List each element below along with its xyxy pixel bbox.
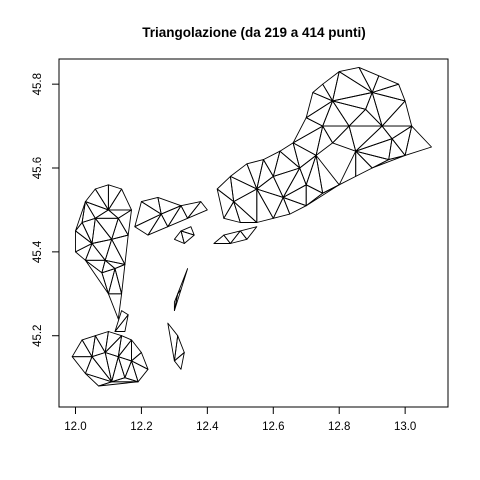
- mesh-triangle: [229, 163, 258, 190]
- mesh-triangle: [167, 205, 189, 228]
- mesh-triangle: [282, 196, 307, 215]
- mesh-triangle: [84, 243, 106, 261]
- mesh-triangle: [213, 234, 231, 244]
- mesh-triangle: [91, 238, 113, 261]
- mesh-triangle: [332, 71, 373, 102]
- mesh-triangle: [107, 293, 123, 320]
- mesh-triangle: [371, 92, 406, 127]
- mesh-triangle: [173, 293, 179, 312]
- mesh-triangle: [381, 100, 413, 127]
- mesh-triangle: [104, 352, 119, 383]
- mesh-triangle: [292, 117, 324, 144]
- mesh-triangle: [134, 201, 162, 228]
- mesh-triangle: [371, 75, 400, 93]
- mesh-triangle: [371, 83, 406, 102]
- triangulation-mesh: [71, 66, 432, 387]
- x-axis: 12.0 12.2 12.4 12.6 12.8 13.0: [64, 406, 416, 433]
- mesh-triangle: [104, 259, 126, 270]
- mesh-triangle: [322, 100, 350, 127]
- mesh-triangle: [84, 356, 113, 383]
- mesh-triangle: [111, 356, 126, 383]
- mesh-triangle: [167, 322, 179, 362]
- mesh-triangle: [111, 234, 129, 265]
- mesh-triangle: [94, 209, 119, 219]
- mesh-triangle: [312, 83, 334, 102]
- mesh-triangle: [147, 213, 169, 236]
- mesh-triangle: [160, 205, 182, 228]
- y-tick-label: 45.8: [32, 73, 44, 95]
- mesh-triangle: [239, 226, 258, 240]
- mesh-triangle: [173, 335, 185, 362]
- mesh-triangle: [305, 184, 324, 207]
- mesh-triangle: [305, 92, 334, 119]
- mesh-triangle: [338, 150, 357, 186]
- mesh-triangle: [173, 352, 185, 370]
- plot-frame: [58, 58, 449, 408]
- x-tick-label: 12.0: [64, 421, 86, 433]
- mesh-triangle: [71, 339, 93, 358]
- x-tick-label: 13.0: [394, 421, 416, 433]
- mesh-triangle: [107, 188, 132, 211]
- mesh-triangle: [131, 339, 142, 362]
- x-tick-label: 12.6: [262, 421, 284, 433]
- x-tick-label: 12.4: [196, 421, 219, 433]
- y-tick-label: 45.2: [32, 325, 44, 347]
- y-tick-label: 45.4: [32, 240, 44, 263]
- y-tick-label: 45.6: [32, 157, 44, 179]
- mesh-triangle: [305, 100, 334, 127]
- mesh-triangle: [134, 213, 162, 236]
- mesh-triangle: [332, 92, 373, 110]
- mesh-triangle: [315, 125, 334, 156]
- mesh-triangle: [256, 175, 284, 198]
- mesh-triangle: [216, 188, 235, 219]
- mesh-triangle: [292, 125, 324, 156]
- mesh-triangle: [187, 201, 208, 219]
- mesh-triangle: [358, 66, 380, 93]
- mesh-triangle: [75, 222, 93, 244]
- mesh-triangle: [124, 360, 139, 383]
- mesh-triangle: [256, 159, 274, 190]
- mesh-triangle: [272, 167, 301, 198]
- mesh-triangle: [107, 209, 132, 219]
- mesh-triangle: [282, 167, 307, 198]
- mesh-triangle: [180, 201, 202, 219]
- mesh-triangle: [355, 125, 393, 152]
- mesh-triangle: [81, 217, 96, 244]
- x-tick-label: 12.2: [130, 421, 152, 433]
- mesh-triangle: [177, 268, 189, 295]
- mesh-triangle: [114, 263, 126, 295]
- mesh-triangle: [322, 71, 340, 102]
- mesh-triangle: [233, 188, 258, 223]
- mesh-triangle: [229, 230, 248, 244]
- mesh-triangle: [305, 184, 340, 207]
- mesh-triangle: [84, 259, 109, 295]
- mesh-triangle: [348, 108, 383, 127]
- mesh-triangle: [305, 154, 324, 194]
- mesh-triangle: [111, 377, 139, 383]
- mesh-triangle: [229, 175, 258, 203]
- mesh-triangle: [355, 150, 390, 169]
- y-axis: 45.2 45.4 45.6 45.8: [32, 73, 60, 347]
- mesh-triangle: [404, 125, 432, 156]
- mesh-triangle: [322, 125, 350, 144]
- mesh-triangle: [180, 226, 195, 236]
- mesh-triangle: [131, 352, 149, 370]
- mesh-triangle: [107, 268, 123, 295]
- mesh-triangle: [75, 243, 93, 261]
- mesh-triangle: [111, 217, 129, 240]
- mesh-triangle: [114, 314, 129, 332]
- x-tick-label: 12.8: [328, 421, 350, 433]
- chart-title: Triangolazione (da 219 a 414 punti): [142, 25, 366, 40]
- mesh-triangle: [84, 373, 113, 387]
- mesh-triangle: [117, 356, 132, 379]
